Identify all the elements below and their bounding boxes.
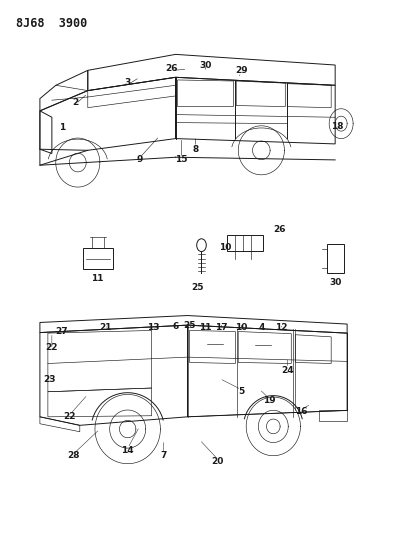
Text: 9: 9 <box>136 156 143 164</box>
Text: 26: 26 <box>273 225 286 233</box>
Text: 16: 16 <box>295 407 308 416</box>
Text: 1: 1 <box>59 124 65 132</box>
Text: 23: 23 <box>43 375 56 384</box>
Text: 22: 22 <box>63 413 76 421</box>
Text: 10: 10 <box>219 243 232 252</box>
Text: 8J68  3900: 8J68 3900 <box>16 17 87 30</box>
Text: 30: 30 <box>329 278 342 287</box>
Text: 11: 11 <box>199 324 212 332</box>
Text: 25: 25 <box>183 321 196 329</box>
Text: 2: 2 <box>73 98 79 107</box>
Text: 12: 12 <box>275 324 288 332</box>
Text: 20: 20 <box>211 457 224 465</box>
Text: 5: 5 <box>238 387 245 396</box>
Text: 19: 19 <box>263 397 276 405</box>
Text: 28: 28 <box>67 451 80 460</box>
Bar <box>83 248 113 269</box>
Text: 6: 6 <box>172 322 179 330</box>
Text: 15: 15 <box>175 156 188 164</box>
Text: 10: 10 <box>235 324 248 332</box>
Bar <box>227 235 263 251</box>
Text: 24: 24 <box>281 366 294 375</box>
Bar <box>327 244 344 273</box>
Text: 27: 27 <box>55 327 68 336</box>
Text: 7: 7 <box>160 451 167 460</box>
Text: 17: 17 <box>215 324 228 332</box>
Text: 26: 26 <box>165 64 178 72</box>
Text: 22: 22 <box>45 343 58 352</box>
Text: 8: 8 <box>192 145 199 154</box>
Text: 4: 4 <box>258 324 265 332</box>
Text: 14: 14 <box>121 446 134 455</box>
Text: 13: 13 <box>147 324 160 332</box>
Text: 18: 18 <box>331 123 344 131</box>
Text: 29: 29 <box>235 66 248 75</box>
Text: 30: 30 <box>199 61 212 69</box>
Text: 11: 11 <box>91 274 104 283</box>
Text: 3: 3 <box>124 78 131 87</box>
Text: 25: 25 <box>191 284 204 292</box>
Text: 21: 21 <box>99 324 112 332</box>
